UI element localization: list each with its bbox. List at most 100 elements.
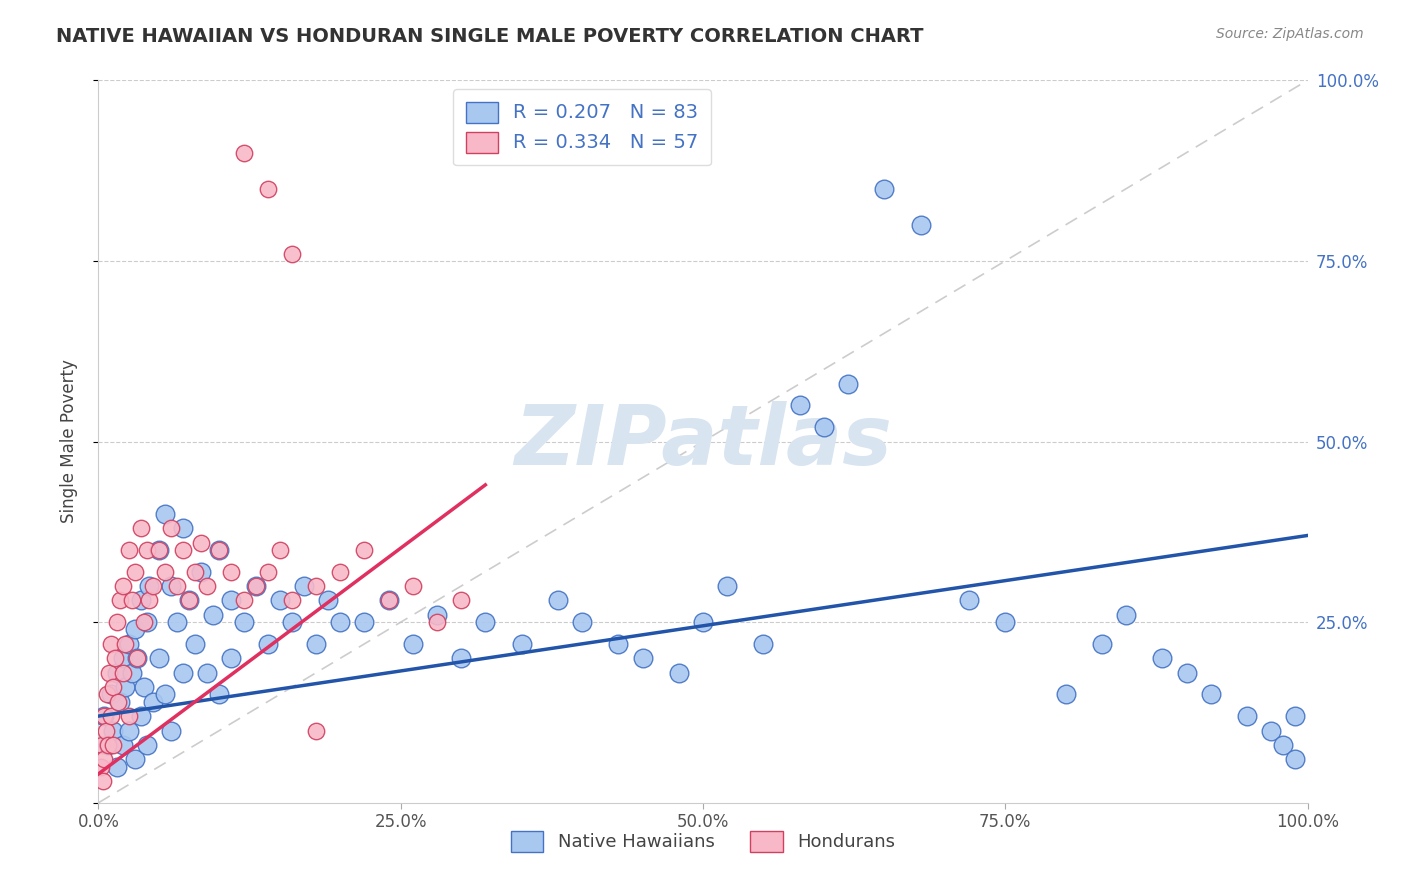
Point <box>813 420 835 434</box>
Point <box>547 593 569 607</box>
Text: Source: ZipAtlas.com: Source: ZipAtlas.com <box>1216 27 1364 41</box>
Point <box>957 593 980 607</box>
Point <box>142 579 165 593</box>
Legend: Native Hawaiians, Hondurans: Native Hawaiians, Hondurans <box>503 823 903 859</box>
Point <box>692 615 714 630</box>
Point <box>450 593 472 607</box>
Point <box>1236 709 1258 723</box>
Point <box>377 593 399 607</box>
Point <box>202 607 225 622</box>
Point <box>474 615 496 630</box>
Point <box>129 521 152 535</box>
Point <box>148 651 170 665</box>
Point <box>93 709 115 723</box>
Point <box>96 687 118 701</box>
Point <box>752 637 775 651</box>
Point <box>160 723 183 738</box>
Point <box>118 542 141 557</box>
Point <box>172 542 194 557</box>
Point <box>221 565 243 579</box>
Point <box>716 579 738 593</box>
Point <box>121 593 143 607</box>
Point <box>232 145 254 160</box>
Point <box>118 723 141 738</box>
Point <box>510 637 533 651</box>
Point <box>316 593 339 607</box>
Point <box>377 593 399 607</box>
Point <box>129 593 152 607</box>
Point <box>148 542 170 557</box>
Point <box>281 593 304 607</box>
Point <box>221 593 243 607</box>
Point <box>631 651 654 665</box>
Point <box>305 723 328 738</box>
Point <box>94 723 117 738</box>
Point <box>111 665 134 680</box>
Point <box>153 565 176 579</box>
Point <box>107 695 129 709</box>
Point <box>142 695 165 709</box>
Text: NATIVE HAWAIIAN VS HONDURAN SINGLE MALE POVERTY CORRELATION CHART: NATIVE HAWAIIAN VS HONDURAN SINGLE MALE … <box>56 27 924 45</box>
Point <box>607 637 630 651</box>
Point <box>281 615 304 630</box>
Point <box>245 579 267 593</box>
Point <box>190 535 212 549</box>
Point <box>190 565 212 579</box>
Point <box>426 607 449 622</box>
Point <box>108 695 131 709</box>
Point <box>305 579 328 593</box>
Point <box>208 542 231 557</box>
Point <box>138 593 160 607</box>
Point <box>292 579 315 593</box>
Point <box>111 579 134 593</box>
Point <box>105 665 128 680</box>
Point <box>98 665 121 680</box>
Point <box>353 542 375 557</box>
Point <box>118 637 141 651</box>
Point <box>668 665 690 680</box>
Point <box>97 738 120 752</box>
Point <box>138 579 160 593</box>
Point <box>90 760 112 774</box>
Point <box>221 651 243 665</box>
Point <box>837 376 859 391</box>
Point <box>1091 637 1114 651</box>
Point <box>232 615 254 630</box>
Point <box>100 637 122 651</box>
Point <box>281 246 304 260</box>
Point <box>179 593 201 607</box>
Point <box>135 615 157 630</box>
Point <box>450 651 472 665</box>
Point <box>1284 752 1306 766</box>
Point <box>208 542 231 557</box>
Point <box>101 723 124 738</box>
Point <box>129 709 152 723</box>
Point <box>134 680 156 694</box>
Point <box>329 615 352 630</box>
Point <box>1260 723 1282 738</box>
Text: ZIPatlas: ZIPatlas <box>515 401 891 482</box>
Point <box>305 637 328 651</box>
Point <box>1175 665 1198 680</box>
Point <box>184 565 207 579</box>
Point <box>910 218 932 232</box>
Point <box>172 665 194 680</box>
Point <box>402 637 425 651</box>
Point <box>127 651 149 665</box>
Point <box>153 507 176 521</box>
Point <box>91 738 114 752</box>
Point <box>93 709 115 723</box>
Point <box>994 615 1017 630</box>
Point <box>108 593 131 607</box>
Point <box>124 565 146 579</box>
Point <box>571 615 593 630</box>
Point <box>97 738 120 752</box>
Point <box>121 665 143 680</box>
Point <box>179 593 201 607</box>
Point <box>1115 607 1137 622</box>
Point <box>1284 709 1306 723</box>
Point <box>232 593 254 607</box>
Point <box>101 738 124 752</box>
Point <box>402 579 425 593</box>
Point <box>1152 651 1174 665</box>
